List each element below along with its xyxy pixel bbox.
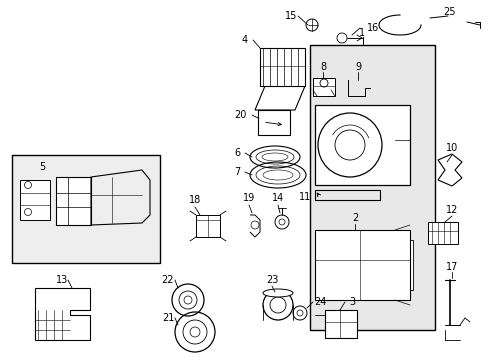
Bar <box>12 155 160 263</box>
Bar <box>314 105 409 185</box>
Bar <box>56 177 91 225</box>
Text: 11: 11 <box>298 192 310 202</box>
Bar <box>314 230 409 300</box>
Text: 17: 17 <box>445 262 457 272</box>
Text: 10: 10 <box>445 143 457 153</box>
Text: 16: 16 <box>366 23 378 33</box>
Text: 14: 14 <box>271 193 284 203</box>
Bar <box>404 240 412 290</box>
Text: 6: 6 <box>233 148 240 158</box>
Text: 9: 9 <box>354 62 360 72</box>
Text: 18: 18 <box>188 195 201 205</box>
Text: 21: 21 <box>162 313 174 323</box>
Ellipse shape <box>263 289 292 297</box>
Text: 12: 12 <box>445 205 457 215</box>
Text: 22: 22 <box>162 275 174 285</box>
Text: 2: 2 <box>351 213 357 223</box>
Bar <box>196 215 220 237</box>
Text: 24: 24 <box>313 297 325 307</box>
Text: 8: 8 <box>319 62 325 72</box>
Text: 20: 20 <box>233 110 245 120</box>
Bar <box>427 222 457 244</box>
Bar <box>312 78 334 96</box>
Text: 3: 3 <box>348 297 354 307</box>
Text: 23: 23 <box>265 275 278 285</box>
Text: 15: 15 <box>284 11 297 21</box>
Text: 5: 5 <box>39 162 45 172</box>
Text: 13: 13 <box>56 275 68 285</box>
Text: 4: 4 <box>242 35 247 45</box>
Text: 1: 1 <box>359 28 365 38</box>
Bar <box>325 310 356 338</box>
Text: 7: 7 <box>233 167 240 177</box>
Text: 19: 19 <box>243 193 255 203</box>
Text: 25: 25 <box>443 7 455 17</box>
Bar <box>309 45 434 330</box>
Bar <box>20 180 50 220</box>
Bar <box>260 48 305 86</box>
